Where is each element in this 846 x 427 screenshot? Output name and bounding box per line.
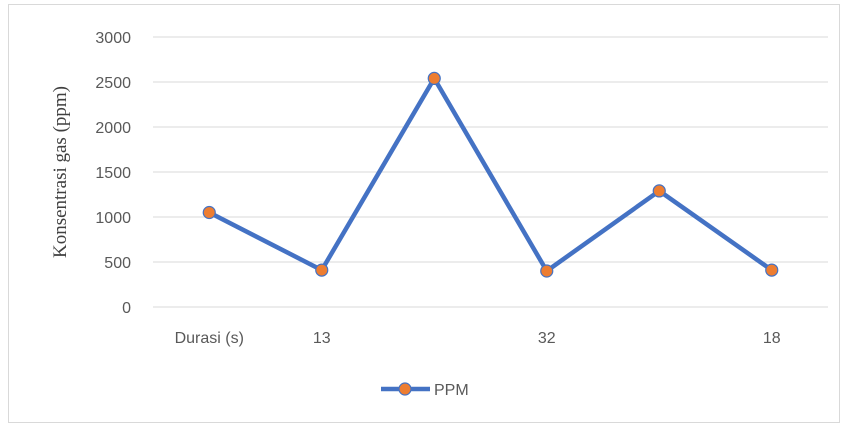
y-tick-label: 2000 xyxy=(95,120,131,137)
y-tick-label: 2500 xyxy=(95,75,131,92)
data-point-marker xyxy=(540,264,554,278)
data-point-marker xyxy=(202,205,216,220)
y-axis-label: Konsentrasi gas (ppm) xyxy=(50,86,71,258)
data-point-marker xyxy=(427,71,441,86)
x-tick-label: 18 xyxy=(763,330,781,347)
legend: PPM xyxy=(381,382,469,399)
data-point-marker xyxy=(652,184,666,198)
x-axis-ticks: Durasi (s) 13 32 18 xyxy=(175,330,781,347)
x-tick-label: Durasi (s) xyxy=(175,330,244,347)
legend-label: PPM xyxy=(434,382,469,399)
y-tick-label: 500 xyxy=(104,255,131,272)
x-tick-label: 32 xyxy=(538,330,556,347)
data-point-marker xyxy=(765,263,779,277)
data-point-marker xyxy=(315,263,329,277)
chart-frame xyxy=(8,4,840,423)
legend-marker xyxy=(398,382,412,396)
x-tick-label: 13 xyxy=(313,330,331,347)
gridlines xyxy=(153,36,828,308)
series-line-ppm xyxy=(208,76,774,274)
y-tick-label: 1500 xyxy=(95,165,131,182)
y-tick-label: 3000 xyxy=(95,30,131,47)
series-markers xyxy=(202,71,779,278)
y-tick-label: 1000 xyxy=(95,210,131,227)
y-axis-ticks: 0 500 1000 1500 2000 2500 3000 xyxy=(95,30,131,317)
y-tick-label: 0 xyxy=(122,300,131,317)
